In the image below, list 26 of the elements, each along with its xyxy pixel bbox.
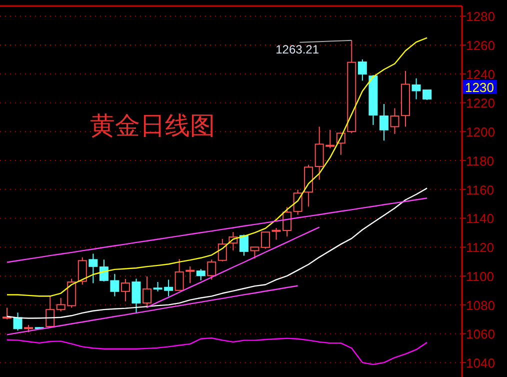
text: 1230	[465, 80, 494, 95]
annotation: 1263.21	[276, 42, 320, 56]
y-tick-label: 1060	[466, 326, 495, 342]
y-tick-label: 1040	[466, 356, 495, 371]
candlestick	[400, 70, 410, 128]
y-tick-label: 1240	[466, 66, 495, 82]
y-tick-label: 1120	[466, 240, 494, 256]
y-tick-label: 1200	[466, 124, 495, 140]
y-tick-label: 1280	[466, 9, 495, 24]
line-series	[6, 285, 298, 336]
candlestick	[379, 104, 388, 142]
y-tick-label: 1260	[466, 38, 495, 53]
y-tick-label: 1140	[466, 211, 494, 226]
candlestick	[88, 253, 98, 284]
line-series	[6, 198, 428, 263]
candlestick	[390, 108, 400, 134]
y-tick-label: 1220	[466, 96, 495, 111]
candlestick	[132, 278, 141, 314]
y-tick-label: 1100	[466, 268, 494, 284]
line-series	[6, 37, 428, 297]
y-tick-label: 1080	[466, 298, 495, 313]
y-tick-label: 1180	[466, 153, 494, 168]
line-series	[6, 337, 428, 366]
y-tick-label: 1160	[466, 182, 494, 198]
text: 黄金日线图	[90, 112, 215, 140]
line-series	[146, 226, 320, 308]
